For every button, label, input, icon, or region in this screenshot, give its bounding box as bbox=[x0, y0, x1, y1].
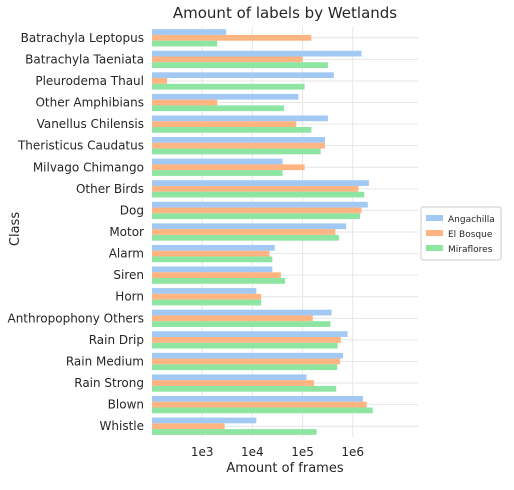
x-axis-label: Amount of frames bbox=[226, 461, 343, 476]
bar-miraflores bbox=[152, 364, 337, 370]
bar-el-bosque bbox=[152, 380, 314, 386]
bar-miraflores bbox=[152, 170, 283, 176]
bar-angachilla bbox=[152, 374, 307, 380]
bar-el-bosque bbox=[152, 272, 281, 278]
bar-angachilla bbox=[152, 159, 283, 165]
bar-el-bosque bbox=[152, 100, 217, 106]
y-tick-label: Rain Strong bbox=[74, 376, 144, 390]
legend-swatch bbox=[426, 230, 443, 236]
bar-el-bosque bbox=[152, 337, 341, 343]
y-axis-label: Class bbox=[8, 212, 23, 246]
bar-miraflores bbox=[152, 149, 321, 155]
legend-swatch bbox=[426, 215, 443, 221]
bar-el-bosque bbox=[152, 251, 270, 257]
bar-angachilla bbox=[152, 51, 362, 57]
bar-miraflores bbox=[152, 235, 339, 241]
y-tick-label: Blown bbox=[108, 398, 144, 412]
bar-angachilla bbox=[152, 288, 256, 294]
chart-title: Amount of labels by Wetlands bbox=[173, 4, 397, 22]
y-tick-label: Horn bbox=[115, 290, 144, 304]
y-tick-label: Rain Drip bbox=[89, 333, 144, 347]
legend-swatch bbox=[426, 245, 443, 251]
bar-angachilla bbox=[152, 29, 226, 35]
y-tick-label: Rain Medium bbox=[66, 354, 144, 368]
y-tick-label: Alarm bbox=[109, 247, 144, 261]
bar-miraflores bbox=[152, 62, 328, 68]
bar-miraflores bbox=[152, 256, 272, 262]
y-tick-label: Dog bbox=[120, 203, 144, 217]
legend-label: Miraflores bbox=[448, 245, 493, 255]
bar-miraflores bbox=[152, 429, 317, 435]
bar-angachilla bbox=[152, 94, 298, 100]
bar-angachilla bbox=[152, 245, 275, 251]
y-tick-label: Anthropophony Others bbox=[7, 311, 144, 325]
bar-angachilla bbox=[152, 331, 348, 337]
bar-el-bosque bbox=[152, 56, 303, 62]
bar-el-bosque bbox=[152, 35, 311, 41]
legend: Angachilla El Bosque Miraflores bbox=[421, 207, 501, 260]
bar-angachilla bbox=[152, 72, 334, 78]
bar-miraflores bbox=[152, 300, 261, 306]
bar-miraflores bbox=[152, 408, 373, 414]
plot-area: Batrachyla Leptopus Batrachyla Taeniata Pl… bbox=[7, 27, 418, 459]
bar-el-bosque bbox=[152, 78, 167, 84]
y-tick-label: Motor bbox=[109, 225, 144, 239]
x-tick-label: 1e4 bbox=[241, 445, 264, 459]
bar-angachilla bbox=[152, 267, 272, 273]
bar-angachilla bbox=[152, 353, 343, 359]
x-tick-label: 1e5 bbox=[291, 445, 314, 459]
bar-angachilla bbox=[152, 202, 368, 208]
x-tick-label: 1e3 bbox=[191, 445, 214, 459]
bar-el-bosque bbox=[152, 294, 261, 300]
bar-el-bosque bbox=[152, 121, 296, 127]
y-tick-label: Whistle bbox=[100, 419, 144, 433]
bar-miraflores bbox=[152, 321, 330, 327]
y-tick-label: Batrachyla Taeniata bbox=[25, 52, 144, 66]
bar-miraflores bbox=[152, 84, 305, 90]
bar-el-bosque bbox=[152, 164, 305, 170]
bar-miraflores bbox=[152, 343, 338, 349]
bar-angachilla bbox=[152, 396, 363, 402]
bar-angachilla bbox=[152, 418, 256, 424]
legend-label: El Bosque bbox=[448, 230, 493, 240]
y-tick-label: Batrachyla Leptopus bbox=[21, 31, 144, 45]
bar-el-bosque bbox=[152, 315, 313, 321]
y-tick-label: Vanellus Chilensis bbox=[37, 117, 144, 131]
bar-el-bosque bbox=[152, 359, 340, 365]
bar-angachilla bbox=[152, 223, 346, 229]
bar-el-bosque bbox=[152, 186, 358, 192]
bar-el-bosque bbox=[152, 143, 325, 149]
bar-miraflores bbox=[152, 386, 336, 392]
bar-angachilla bbox=[152, 310, 332, 316]
bar-miraflores bbox=[152, 213, 360, 219]
bar-el-bosque bbox=[152, 208, 362, 214]
bar-miraflores bbox=[152, 41, 217, 47]
bar-angachilla bbox=[152, 137, 325, 143]
y-tick-label: Pleurodema Thaul bbox=[35, 74, 144, 88]
bar-el-bosque bbox=[152, 423, 225, 429]
y-tick-label: Siren bbox=[113, 268, 144, 282]
y-tick-label: Theristicus Caudatus bbox=[17, 139, 144, 153]
bar-miraflores bbox=[152, 192, 364, 198]
y-tick-label: Other Birds bbox=[76, 182, 144, 196]
bar-el-bosque bbox=[152, 402, 367, 408]
legend-label: Angachilla bbox=[448, 215, 495, 225]
y-tick-label: Milvago Chimango bbox=[33, 160, 144, 174]
y-tick-label: Other Amphibians bbox=[35, 96, 144, 110]
bar-miraflores bbox=[152, 127, 311, 133]
bar-miraflores bbox=[152, 278, 285, 284]
x-tick-label: 1e6 bbox=[341, 445, 364, 459]
bar-angachilla bbox=[152, 115, 328, 121]
bar-miraflores bbox=[152, 105, 284, 111]
bar-el-bosque bbox=[152, 229, 335, 235]
bar-angachilla bbox=[152, 180, 369, 186]
